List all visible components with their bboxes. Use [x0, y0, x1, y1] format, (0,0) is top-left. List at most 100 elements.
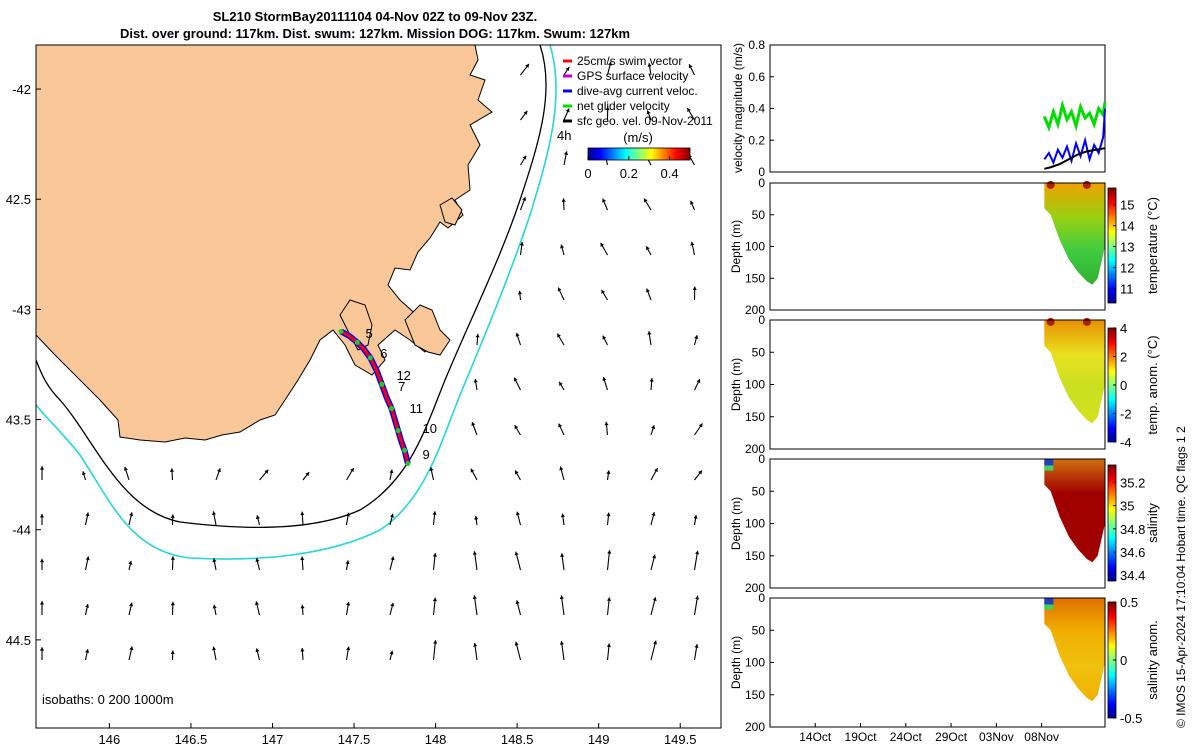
velocity-vector-head — [694, 335, 699, 340]
velocity-vector-head — [170, 601, 175, 606]
velocity-vector-head — [85, 512, 90, 517]
velocity-vector-head — [690, 241, 695, 246]
velocity-vector-head — [653, 640, 658, 645]
velocity-vector-head — [217, 468, 221, 473]
velocity-vector-head — [346, 601, 351, 606]
velocity-vector-head — [471, 422, 476, 426]
title-line-2: Dist. over ground: 117km. Dist. swum: 12… — [119, 26, 631, 41]
colorbar-tick-label: 11 — [1120, 281, 1134, 296]
velocity-series-line — [1042, 99, 1107, 133]
velocity-vector-head — [561, 198, 566, 202]
track-point — [405, 461, 411, 467]
depth-ylabel: Depth (m) — [729, 358, 743, 411]
velocity-vector-head — [129, 602, 134, 607]
map-xtick-label: 147 — [262, 732, 284, 747]
velocity-vector-head — [694, 644, 699, 648]
depth-tick-label: 200 — [745, 442, 765, 456]
depth-tick-label: 100 — [745, 656, 765, 670]
surface-layer-patch — [1044, 598, 1054, 605]
colorbar-tick-label: -2 — [1120, 407, 1132, 422]
velocity-vector-head — [698, 423, 703, 428]
velocity-vector-head — [513, 377, 518, 382]
velocity-ylabel: velocity magnitude (m/s) — [731, 43, 745, 173]
track-day-label: 9 — [423, 447, 430, 462]
velocity-vector-head — [390, 602, 395, 607]
velocity-vector-head — [264, 469, 269, 474]
velocity-vector-head — [690, 200, 694, 205]
depth-tick-label: 150 — [745, 410, 765, 424]
velocity-vector-head — [693, 515, 698, 519]
map-colorbar-tick-label: 0.4 — [661, 166, 679, 181]
velocity-vector-head — [433, 640, 438, 644]
warm-patch — [1082, 180, 1091, 189]
velocity-vector-head — [472, 595, 477, 599]
velocity-vector-head — [169, 468, 175, 472]
section-data-field — [1044, 183, 1105, 285]
time-tick-label: 03Nov — [979, 730, 1014, 744]
colorbar-tick-label: 14 — [1120, 219, 1134, 234]
colorbar-tick-label: 0.5 — [1120, 595, 1138, 610]
velocity-vector-head — [606, 512, 611, 517]
velocity-vector-head — [646, 246, 650, 251]
section-salinity: 0 50 100 150 200 Depth (m) 34.4 34.6 34.8 35 35.2s… — [729, 452, 1160, 595]
velocity-vector-head — [687, 107, 691, 112]
velocity-vector-head — [560, 244, 565, 249]
track-point — [379, 381, 385, 387]
map-xtick-label: 148 — [425, 732, 447, 747]
track-point — [402, 447, 408, 453]
velocity-vector-head — [647, 63, 652, 67]
depth-tick-label: 50 — [752, 623, 766, 637]
velocity-vector-head — [39, 466, 45, 470]
velocity-vector-head — [300, 556, 305, 561]
velocity-vector-head — [519, 242, 524, 246]
section-data-field — [1044, 598, 1105, 702]
velocity-vector-head — [389, 650, 394, 655]
velocity-vector-head — [606, 643, 611, 648]
map-ytick-label: -43 — [12, 302, 31, 317]
colorbar-tick-label: 2 — [1120, 350, 1127, 365]
velocity-vector-head — [695, 595, 700, 600]
velocity-vector-head — [695, 550, 700, 555]
depth-tick-label: 150 — [745, 549, 765, 563]
map-xtick-label: 149 — [588, 732, 610, 747]
map-ytick-label: 43.5 — [6, 413, 31, 428]
velocity-vector-head — [129, 646, 134, 651]
velocity-vector-head — [560, 553, 565, 558]
velocity-vector-head — [475, 333, 480, 338]
velocity-vector-head — [300, 511, 305, 516]
colorbar-tick-label: 34.6 — [1120, 545, 1145, 560]
track-line — [340, 330, 410, 464]
depth-tick-label: 100 — [745, 378, 765, 392]
map-ytick-label: 44.5 — [6, 633, 31, 648]
velocity-vector-head — [432, 511, 437, 515]
colorbar-tick-label: 4 — [1120, 321, 1127, 336]
map-ytick-label: -44 — [12, 523, 31, 538]
map-colorbar-tick-label: 0 — [584, 166, 591, 181]
tasman-peninsula — [404, 304, 451, 356]
colorbar-label: temperature (°C) — [1145, 197, 1160, 294]
map-colorbar: (m/s) 0 0.2 0.4 — [584, 130, 691, 181]
title-line-1: SL210 StormBay20111104 04-Nov 02Z to 09-… — [212, 9, 538, 24]
velocity-vector-head — [688, 64, 693, 69]
depth-tick-label: 50 — [752, 208, 766, 222]
velocity-vector-head — [170, 514, 175, 518]
track-point — [354, 339, 360, 345]
depth-tick-label: 200 — [745, 581, 765, 595]
velocity-vector-head — [565, 108, 570, 113]
velocity-vector-head — [602, 335, 607, 340]
velocity-vector-head — [557, 287, 562, 292]
velocity-panel: 0 0.2 0.4 0.6 0.8 velocity magnitude (m/s) — [731, 38, 1107, 179]
depth-ylabel: Depth (m) — [729, 497, 743, 550]
map-ytick-label: 42.5 — [6, 192, 31, 207]
velocity-vector-head — [696, 379, 701, 384]
depth-ylabel: Depth (m) — [729, 220, 743, 273]
velocity-vector-head — [608, 61, 613, 66]
velocity-vector-head — [432, 553, 437, 557]
velocity-vector-head — [432, 597, 437, 602]
velocity-vector-head — [300, 604, 305, 609]
velocity-ytick-label: 0.8 — [748, 38, 765, 52]
velocity-vector-head — [646, 110, 651, 115]
velocity-vector-head — [39, 558, 45, 563]
velocity-vector-head — [255, 558, 260, 562]
